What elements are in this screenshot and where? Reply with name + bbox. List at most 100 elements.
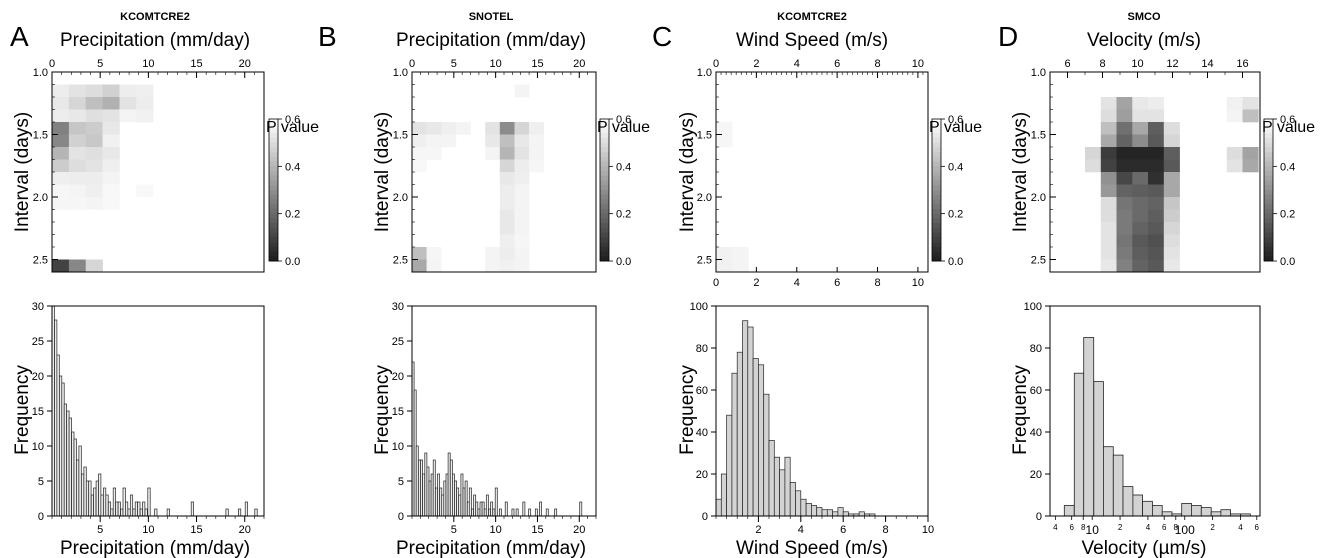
panel-d-hist-ylabel: Frequency xyxy=(1010,365,1031,455)
panel-b-hist-xlabel: Precipitation (mm/day) xyxy=(396,538,586,558)
heatmap-cell xyxy=(426,247,442,260)
heatmap-cell xyxy=(1100,234,1117,248)
colorbar-swatch xyxy=(1264,152,1273,158)
colorbar-swatch xyxy=(600,190,609,196)
heatmap-b: 0 5 10 15 20 1.0 1.5 2.0 2.5 0.6 0.4 0.2 0.0 xyxy=(393,58,631,273)
colorbar-frame xyxy=(931,118,942,262)
x-tick-label: 10 xyxy=(922,524,934,536)
colorbar-swatch xyxy=(600,237,609,243)
colorbar-tick-label: 0.2 xyxy=(285,209,300,221)
x-tick-label: 4 xyxy=(794,58,800,70)
colorbar-swatch xyxy=(932,171,941,177)
heatmap-cell xyxy=(1100,247,1117,260)
colorbar-swatch xyxy=(1264,142,1273,148)
colorbar-swatch xyxy=(269,142,278,148)
x-tick-label: 6 xyxy=(1162,523,1167,532)
y-tick-label: 1.0 xyxy=(393,67,408,79)
colorbar-tick-label: 0.6 xyxy=(616,114,631,126)
heatmap-cell xyxy=(85,134,103,148)
colorbar-swatch xyxy=(600,218,609,224)
histogram-bar xyxy=(98,473,102,517)
heatmap-cell xyxy=(1148,234,1165,248)
histogram-bar xyxy=(736,351,743,517)
colorbar-swatch xyxy=(932,161,941,167)
colorbar-swatch xyxy=(269,227,278,233)
panel-c-heat-ylabel: Interval (days) xyxy=(677,112,698,232)
heatmap-cell xyxy=(102,97,120,110)
heatmap-cell xyxy=(52,184,70,198)
colorbar-swatch xyxy=(1264,208,1273,214)
panel-a-colorbar-label: P value xyxy=(266,119,319,136)
heatmap-cell xyxy=(85,147,103,160)
colorbar-swatch xyxy=(600,152,609,158)
histogram-bar xyxy=(485,494,489,517)
colorbar-swatch xyxy=(932,251,941,257)
heatmap-cell xyxy=(529,159,544,173)
histogram-bar xyxy=(78,445,82,517)
histogram-bar xyxy=(154,508,158,517)
heatmap-cell xyxy=(1132,172,1149,185)
heatmap-cell xyxy=(1163,234,1180,248)
heatmap-cell xyxy=(52,259,70,273)
heatmap-cell xyxy=(119,97,137,110)
heatmap-cell xyxy=(1132,209,1149,223)
heatmap-cell xyxy=(85,122,103,135)
x-tick-label: 15 xyxy=(531,524,543,536)
histogram-bar xyxy=(90,494,94,517)
histogram-bar xyxy=(129,494,134,517)
colorbar-swatch xyxy=(932,190,941,196)
colorbar-c: 0.6 0.4 0.2 0.0 xyxy=(931,114,963,268)
x-tick-label: 15 xyxy=(190,524,202,536)
histogram-bar xyxy=(103,487,107,517)
y-tick-label: 1.0 xyxy=(33,67,48,79)
histogram-bar xyxy=(747,326,754,517)
heatmap-cell xyxy=(529,134,544,148)
heatmap-cell xyxy=(1163,259,1180,273)
histogram-bar xyxy=(122,487,126,517)
colorbar-swatch xyxy=(600,166,609,172)
colorbar-swatch xyxy=(269,204,278,210)
histogram-frame xyxy=(715,305,929,517)
heatmap-cell xyxy=(1100,109,1117,123)
heatmap-cell xyxy=(68,184,87,198)
heatmap-cell xyxy=(68,97,87,110)
histogram-bar xyxy=(842,511,849,517)
panel-a-hist-ylabel: Frequency xyxy=(12,365,33,455)
colorbar-swatch xyxy=(1264,156,1273,162)
histogram-bar xyxy=(475,501,479,517)
heatmap-cell xyxy=(1226,97,1243,110)
y-tick-label: 5 xyxy=(38,476,44,488)
colorbar-tick-label: 0.6 xyxy=(285,114,300,126)
heatmap-cell xyxy=(1132,222,1149,235)
colorbar-swatch xyxy=(269,133,278,139)
x-tick-label: 6 xyxy=(1255,523,1260,532)
x-tick-label: 8 xyxy=(1174,523,1179,532)
panel-d-title: SMCO xyxy=(1128,11,1161,23)
colorbar-swatch xyxy=(932,204,941,210)
y-tick-label: 2.5 xyxy=(393,255,408,267)
heatmap-cell xyxy=(52,134,70,148)
histogram-bar xyxy=(76,459,80,517)
x-tick-label: 10 xyxy=(1131,58,1143,70)
colorbar-swatch xyxy=(932,194,941,200)
histogram-bar xyxy=(468,487,472,517)
y-tick-label: 5 xyxy=(398,476,404,488)
heatmap-cell xyxy=(1148,172,1165,185)
heatmap-cell xyxy=(426,147,442,160)
histogram-bar xyxy=(515,508,519,517)
x-tick-label: 0 xyxy=(49,58,55,70)
histogram-bar xyxy=(1122,486,1134,517)
colorbar-a: 0.6 0.4 0.2 0.0 xyxy=(268,114,300,268)
heatmap-cell xyxy=(1116,147,1133,160)
heatmap-cell xyxy=(514,134,530,148)
colorbar-swatch xyxy=(600,194,609,200)
colorbar-swatch xyxy=(600,133,609,139)
y-tick-label: 10 xyxy=(32,441,44,453)
colorbar-swatch xyxy=(932,156,941,162)
heatmap-cell xyxy=(499,172,515,185)
histogram-bar xyxy=(826,509,833,517)
colorbar-swatch xyxy=(932,237,941,243)
y-tick-label: 0 xyxy=(1036,511,1042,523)
colorbar-swatch xyxy=(269,213,278,219)
panel-b-heat-ylabel: Interval (days) xyxy=(372,112,393,232)
